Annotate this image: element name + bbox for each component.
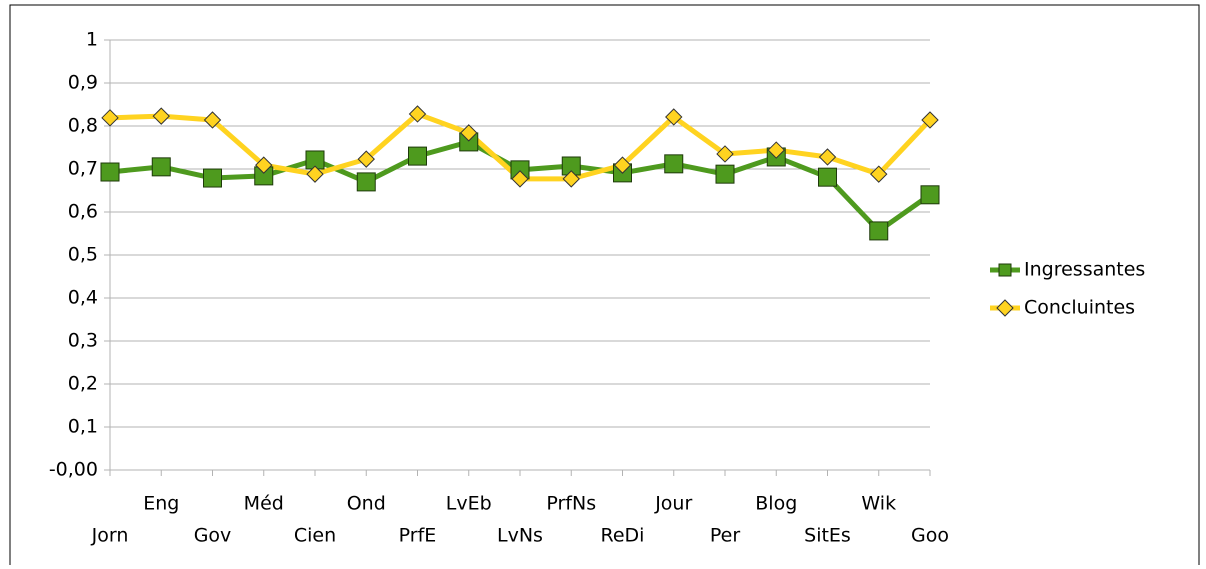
x-tick-label: ReDi [601,525,645,547]
y-tick-label: 0,8 [68,115,98,137]
point [716,145,734,163]
point [870,165,888,183]
y-tick-label: 0,2 [68,373,98,395]
point [408,105,427,123]
x-tick-label: LvNs [497,525,543,547]
y-tick-label: 0,4 [68,287,98,309]
legend-marker [996,299,1014,317]
y-tick-label: 0,5 [68,244,98,266]
x-tick-label: Per [710,525,740,547]
point [818,148,837,166]
point [920,185,940,205]
point [306,165,324,183]
y-tick-label: 0,9 [68,72,98,94]
y-tick-label: 0,6 [68,201,98,223]
legend-marker [998,263,1012,277]
point [357,150,375,168]
y-tick-label: 0,1 [68,416,98,438]
x-tick-label: SitEs [804,525,851,547]
y-tick-label: 1 [86,29,98,51]
x-tick-label: Jour [654,493,692,515]
x-tick-label: Jorn [91,525,129,547]
point [408,146,427,166]
point [767,141,785,159]
point [511,170,529,188]
legend-label: Ingressantes [1024,259,1145,281]
x-tick-label: Cien [294,525,336,547]
point [356,172,376,192]
legend-label: Concluintes [1024,297,1135,319]
point [203,168,222,188]
frame [9,4,1200,565]
x-tick-label: Wik [861,493,896,515]
x-tick-label: PrfE [399,525,437,547]
point [869,221,889,241]
point [562,170,580,188]
point [715,164,735,184]
point [100,162,120,182]
point [818,167,837,187]
x-tick-label: Méd [244,493,284,515]
y-tick-label: 0,3 [68,330,98,352]
point [613,156,632,174]
x-tick-label: Gov [194,525,232,547]
y-tick-label: -0,00 [49,459,98,481]
x-tick-label: Eng [143,493,179,515]
x-tick-label: Ond [347,493,386,515]
x-tick-label: LvEb [446,493,492,515]
x-tick-label: Blog [755,493,797,515]
x-tick-label: Goo [911,525,949,547]
point [101,109,119,127]
x-tick-label: PrfNs [546,493,596,515]
point [152,107,170,125]
point [664,154,684,174]
point [151,157,171,177]
y-tick-label: 0,7 [68,158,98,180]
point [921,111,939,129]
point [665,108,683,126]
point [460,124,478,142]
point [255,156,273,174]
point [203,111,222,129]
